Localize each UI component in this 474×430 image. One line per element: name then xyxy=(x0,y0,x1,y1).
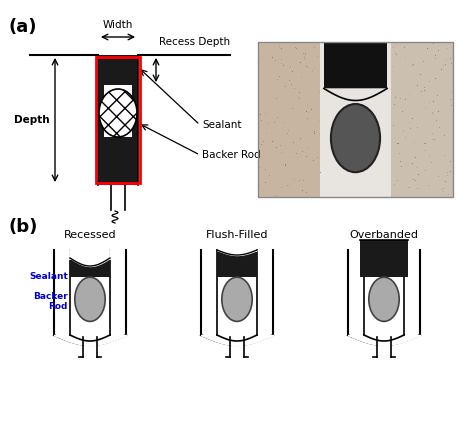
Text: Overbanded: Overbanded xyxy=(349,230,419,240)
Bar xyxy=(257,250,273,335)
Text: (a): (a) xyxy=(8,18,36,36)
Bar xyxy=(110,250,126,335)
Text: Sealant: Sealant xyxy=(29,272,68,281)
Ellipse shape xyxy=(369,277,399,321)
Text: Sealant: Sealant xyxy=(202,120,241,130)
Bar xyxy=(360,240,408,277)
Text: Depth: Depth xyxy=(14,115,50,125)
Text: Backer Rod: Backer Rod xyxy=(202,150,261,160)
Bar xyxy=(96,57,140,183)
Bar xyxy=(54,250,70,335)
Bar xyxy=(98,137,138,185)
Bar xyxy=(391,42,453,197)
Text: Backer
Rod: Backer Rod xyxy=(33,292,68,311)
Bar xyxy=(217,250,257,277)
Bar xyxy=(404,250,420,335)
Bar xyxy=(258,42,453,197)
Bar xyxy=(348,250,364,335)
Ellipse shape xyxy=(331,104,380,172)
Bar xyxy=(132,85,138,185)
Text: Recessed: Recessed xyxy=(64,230,116,240)
Ellipse shape xyxy=(222,277,252,321)
Text: (b): (b) xyxy=(8,218,37,236)
Bar xyxy=(98,85,104,185)
Bar xyxy=(324,42,387,89)
Bar xyxy=(98,55,138,85)
Text: Recess Depth: Recess Depth xyxy=(159,37,230,47)
Text: Width: Width xyxy=(103,20,133,30)
Bar xyxy=(201,250,217,335)
Text: Flush-Filled: Flush-Filled xyxy=(206,230,268,240)
Bar xyxy=(258,42,320,197)
Bar xyxy=(320,42,391,197)
Ellipse shape xyxy=(99,89,137,137)
Bar xyxy=(70,258,110,277)
Ellipse shape xyxy=(75,277,105,321)
